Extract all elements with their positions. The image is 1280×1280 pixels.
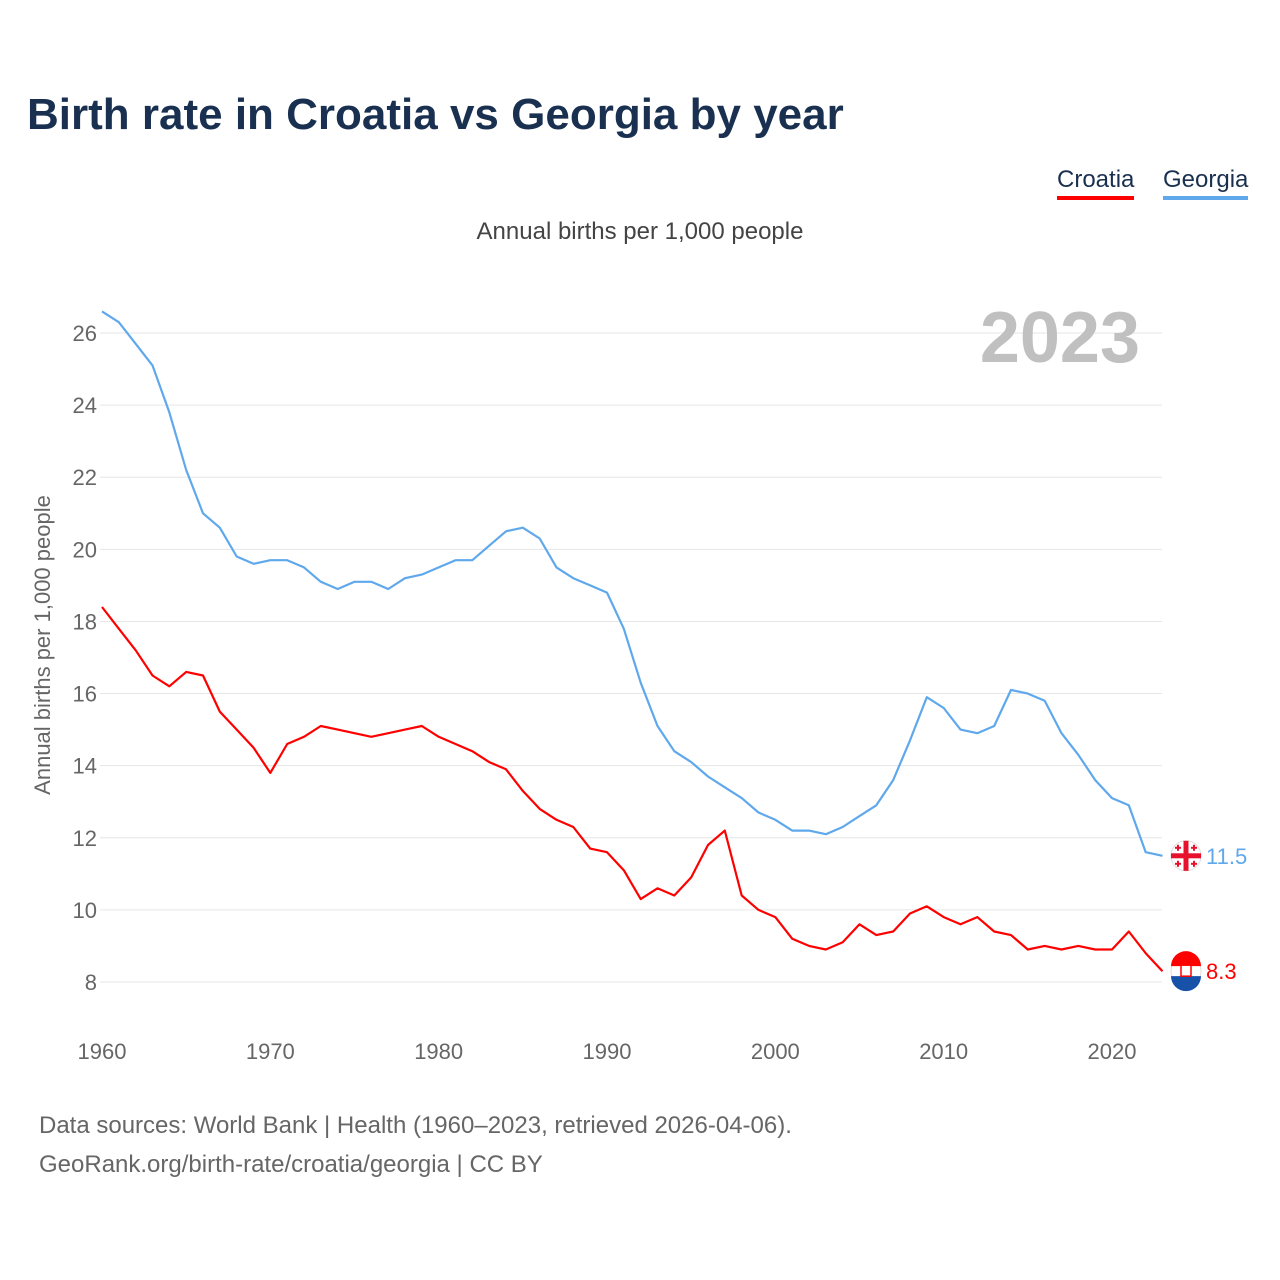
source-note: Data sources: World Bank | Health (1960–… [39, 1106, 792, 1184]
y-tick-label: 26 [73, 321, 97, 346]
y-tick-label: 8 [85, 970, 97, 995]
georgia-flag-cross-h [1171, 853, 1201, 859]
y-tick-label: 24 [73, 393, 97, 418]
georgia-flag-small-cross [1191, 846, 1197, 849]
georgia-flag-small-cross [1175, 862, 1181, 865]
source-link[interactable]: GeoRank.org/birth-rate/croatia/georgia |… [39, 1151, 543, 1178]
end-value-label-georgia: 11.5 [1206, 844, 1247, 869]
croatia-flag-blue-band [1171, 976, 1201, 992]
year-label: 2023 [980, 298, 1140, 378]
chart-subtitle: Annual births per 1,000 people [476, 218, 804, 245]
y-tick-label: 14 [73, 754, 97, 779]
georgia-flag-small-cross [1175, 846, 1181, 849]
y-tick-label: 16 [73, 682, 97, 707]
end-value-label-croatia: 8.3 [1206, 959, 1237, 984]
x-tick-label: 2010 [919, 1039, 968, 1064]
x-tick-label: 2020 [1088, 1039, 1137, 1064]
legend-croatia[interactable]: Croatia [1057, 166, 1135, 200]
series-line-georgia [101, 310, 1163, 857]
x-tick-label: 1980 [414, 1039, 463, 1064]
page-title: Birth rate in Croatia vs Georgia by year [27, 90, 844, 139]
legend-georgia[interactable]: Georgia [1163, 166, 1249, 200]
y-tick-label: 18 [73, 609, 97, 634]
y-tick-label: 12 [73, 826, 97, 851]
y-tick-label: 22 [73, 465, 97, 490]
x-tick-label: 2000 [751, 1039, 800, 1064]
source-line: Data sources: World Bank | Health (1960–… [39, 1112, 792, 1139]
x-tick-label: 1990 [583, 1039, 632, 1064]
y-tick-label: 20 [73, 537, 97, 562]
series-line-croatia [101, 606, 1164, 972]
y-axis-label: Annual births per 1,000 people [30, 495, 55, 795]
y-tick-label: 10 [73, 898, 97, 923]
croatia-coat-of-arms [1180, 964, 1192, 977]
x-tick-label: 1970 [246, 1039, 295, 1064]
georgia-flag-small-cross [1191, 862, 1197, 865]
x-tick-label: 1960 [78, 1039, 127, 1064]
croatia-flag-red-band [1171, 951, 1201, 967]
